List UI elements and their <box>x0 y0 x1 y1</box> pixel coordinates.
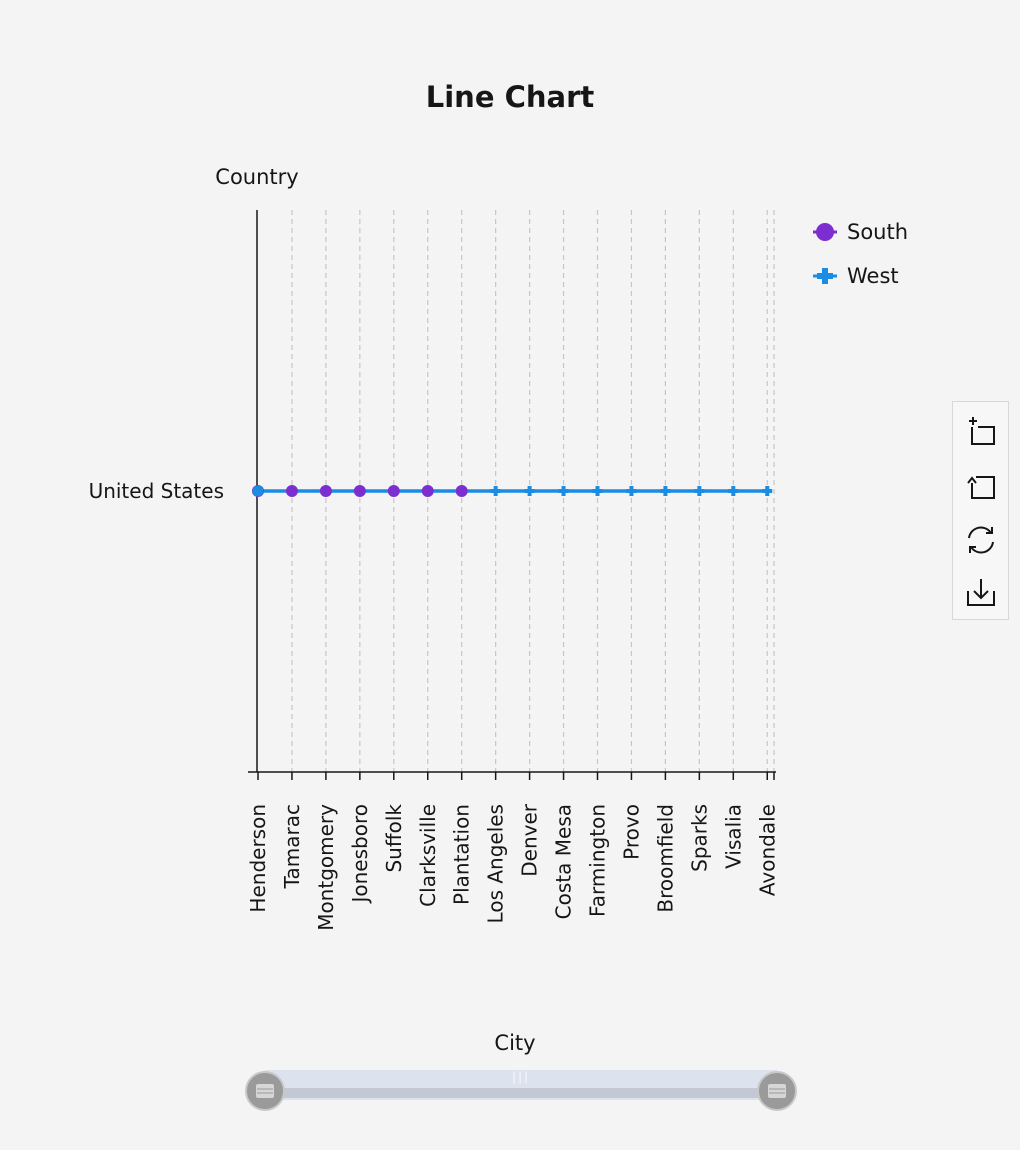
x-axis-title: City <box>494 1031 535 1055</box>
refresh-icon <box>968 526 994 554</box>
data-point-west <box>252 485 264 497</box>
download-button[interactable] <box>964 575 998 609</box>
x-tick-label: Los Angeles <box>484 804 508 923</box>
data-point-west <box>592 486 603 496</box>
data-point-west <box>728 486 739 496</box>
slider-handle-grip <box>768 1084 786 1098</box>
data-point-west <box>694 486 705 496</box>
x-tick-label: Suffolk <box>382 804 406 873</box>
data-point-south <box>285 485 298 497</box>
zoom-in-icon <box>969 417 995 445</box>
slider-handle-start[interactable] <box>245 1071 285 1111</box>
x-tick-label: Farmington <box>586 804 610 917</box>
data-point-west <box>762 486 773 496</box>
slider-fill <box>265 1088 777 1098</box>
legend-label: South <box>847 220 908 244</box>
data-point-south <box>387 485 400 497</box>
x-tick-label: Jonesboro <box>348 804 372 905</box>
x-tick-label: Clarksville <box>416 804 440 907</box>
chart-toolbox <box>952 401 1009 620</box>
slider-handle-end[interactable] <box>757 1071 797 1111</box>
data-zoom-slider[interactable]: │││ <box>245 1070 797 1111</box>
zoom-in-button[interactable] <box>964 415 998 449</box>
data-point-south <box>455 485 468 497</box>
data-point-west <box>558 486 569 496</box>
x-tick-label: Costa Mesa <box>552 804 576 919</box>
x-tick-label: Broomfield <box>653 804 677 913</box>
data-point-west <box>490 486 501 496</box>
x-tick-label: Tamarac <box>280 804 304 889</box>
x-tick-label: Denver <box>518 803 542 877</box>
x-tick-label: Sparks <box>687 804 711 872</box>
x-tick-label: Plantation <box>450 804 474 905</box>
legend-marker-circle <box>816 223 834 241</box>
series-lines <box>252 485 773 497</box>
x-tick-label: Visalia <box>721 804 745 869</box>
legend-marker-cross <box>817 268 833 284</box>
legend-label: West <box>847 264 899 288</box>
slider-handle-grip <box>256 1084 274 1098</box>
data-point-south <box>421 485 434 497</box>
chart-title: Line Chart <box>426 80 595 114</box>
legend-item-south[interactable]: South <box>813 220 908 244</box>
refresh-button[interactable] <box>964 523 998 557</box>
x-tick-label: Provo <box>619 804 643 860</box>
data-point-west <box>626 486 637 496</box>
data-point-south <box>319 485 332 497</box>
legend-item-west[interactable]: West <box>813 264 899 288</box>
data-point-west <box>524 486 535 496</box>
tick-labels: United States Henderson Tamarac Montgomery J… <box>89 479 780 931</box>
y-axis-title: Country <box>215 165 298 189</box>
data-point-south <box>353 485 366 497</box>
zoom-out-icon <box>967 476 995 499</box>
slider-grip-icon: │││ <box>511 1071 529 1084</box>
x-tick-label: Henderson <box>246 804 270 913</box>
zoom-out-button[interactable] <box>964 469 998 503</box>
x-tick-label: Montgomery <box>314 804 338 931</box>
legend: South West <box>813 220 908 288</box>
y-tick-label: United States <box>89 479 224 503</box>
data-point-west <box>660 486 671 496</box>
x-tick-label: Avondale <box>755 804 779 896</box>
download-icon <box>967 579 995 606</box>
